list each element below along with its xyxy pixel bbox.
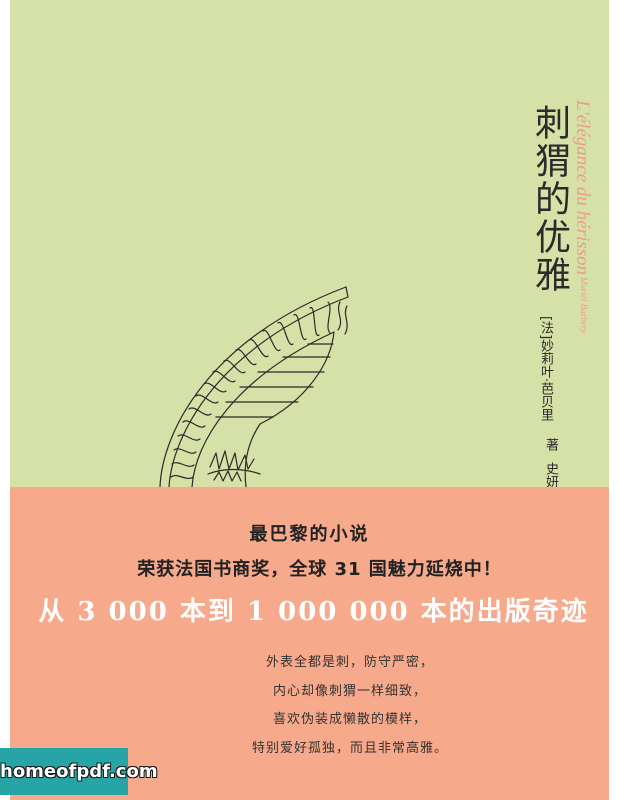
inner-balusters (337, 301, 348, 335)
baluster-base-line (191, 331, 335, 487)
blurb-poem: 外表全都是刺，防守严密， 内心却像刺猬一样细致， 喜欢伪装成懒散的模样， 特别爱… (200, 649, 500, 763)
stair-steps (215, 343, 334, 418)
poem-line: 喜欢伪装成懒散的模样， (272, 712, 427, 727)
sales-headline: 从 3 000 本到 1 000 000 本的出版奇迹 (38, 597, 589, 627)
inner-rail (259, 331, 335, 425)
balusters (170, 301, 331, 480)
rail-cap (345, 286, 349, 298)
poem-line: 内心却像刺猬一样细致， (272, 683, 427, 699)
inner-rail-lower (244, 423, 261, 487)
book-title: 刺猬的优雅 (529, 104, 570, 294)
author-role: 著 (543, 438, 558, 451)
author-nationality: [法] (538, 316, 553, 340)
original-author: Muriel Barbery (579, 277, 589, 334)
tagline-primary: 最巴黎的小说 (249, 524, 370, 545)
outer-rail-outline (159, 286, 347, 487)
tagline-award: 荣获法国书商奖，全球 31 国魅力延烧中！ (137, 559, 502, 580)
outer-rail-inner-line (168, 296, 349, 487)
watermark-badge: homeofpdf.com (0, 748, 158, 795)
spiral-staircase-drawing (159, 286, 349, 487)
translator-name: 史妍 (543, 462, 558, 488)
cover-salmon-band (10, 487, 609, 800)
original-title: L'élégance du hérisson (572, 100, 593, 276)
shrub (207, 450, 261, 482)
poem-line: 特别爱好孤独，而且非常高雅。 (251, 740, 448, 756)
cover-green-panel (10, 0, 609, 487)
author-name: 妙莉叶·芭贝里 (538, 339, 553, 422)
poem-line: 外表全都是刺，防守严密， (265, 655, 434, 670)
